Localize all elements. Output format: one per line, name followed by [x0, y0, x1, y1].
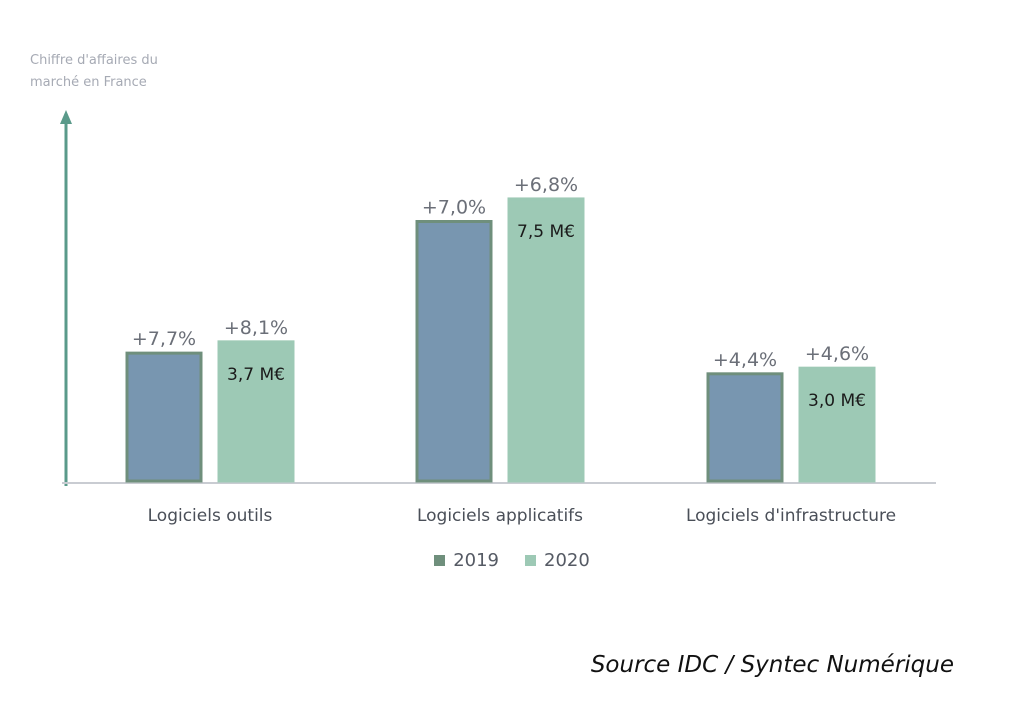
bar-2020-1: [507, 197, 585, 483]
legend-swatch-2019: [434, 555, 446, 566]
y-axis-arrow: [60, 110, 72, 124]
growth-label-2020-2: +4,6%: [805, 343, 869, 365]
legend-label-2020: 2020: [544, 550, 590, 571]
source-caption: Source IDC / Syntec Numérique: [590, 652, 954, 678]
value-label-2020-1: 7,5 M€: [517, 222, 575, 242]
growth-label-2020-1: +6,8%: [514, 174, 578, 196]
growth-label-2019-0: +7,7%: [132, 328, 196, 350]
legend-item-2020: 2020: [525, 550, 590, 571]
legend: 2019 2020: [0, 550, 1024, 571]
bar-2020-0: [217, 340, 295, 483]
value-label-2020-2: 3,0 M€: [808, 391, 866, 411]
category-label-2: Logiciels d'infrastructure: [686, 506, 896, 526]
legend-item-2019: 2019: [434, 550, 499, 571]
bar-2020-2: [798, 366, 876, 483]
y-axis-label: Chiffre d'affaires du marché en France: [30, 53, 158, 90]
growth-label-2019-1: +7,0%: [422, 197, 486, 219]
bar-2019-1: [415, 220, 493, 483]
growth-label-2019-2: +4,4%: [713, 349, 777, 371]
category-label-0: Logiciels outils: [148, 506, 273, 526]
bar-2019-0: [125, 351, 203, 483]
legend-label-2019: 2019: [453, 550, 499, 571]
growth-label-2020-0: +8,1%: [224, 317, 288, 339]
value-label-2020-0: 3,7 M€: [227, 365, 285, 385]
bar-2019-2: [706, 372, 784, 483]
legend-swatch-2020: [525, 555, 536, 566]
category-label-1: Logiciels applicatifs: [417, 506, 583, 526]
